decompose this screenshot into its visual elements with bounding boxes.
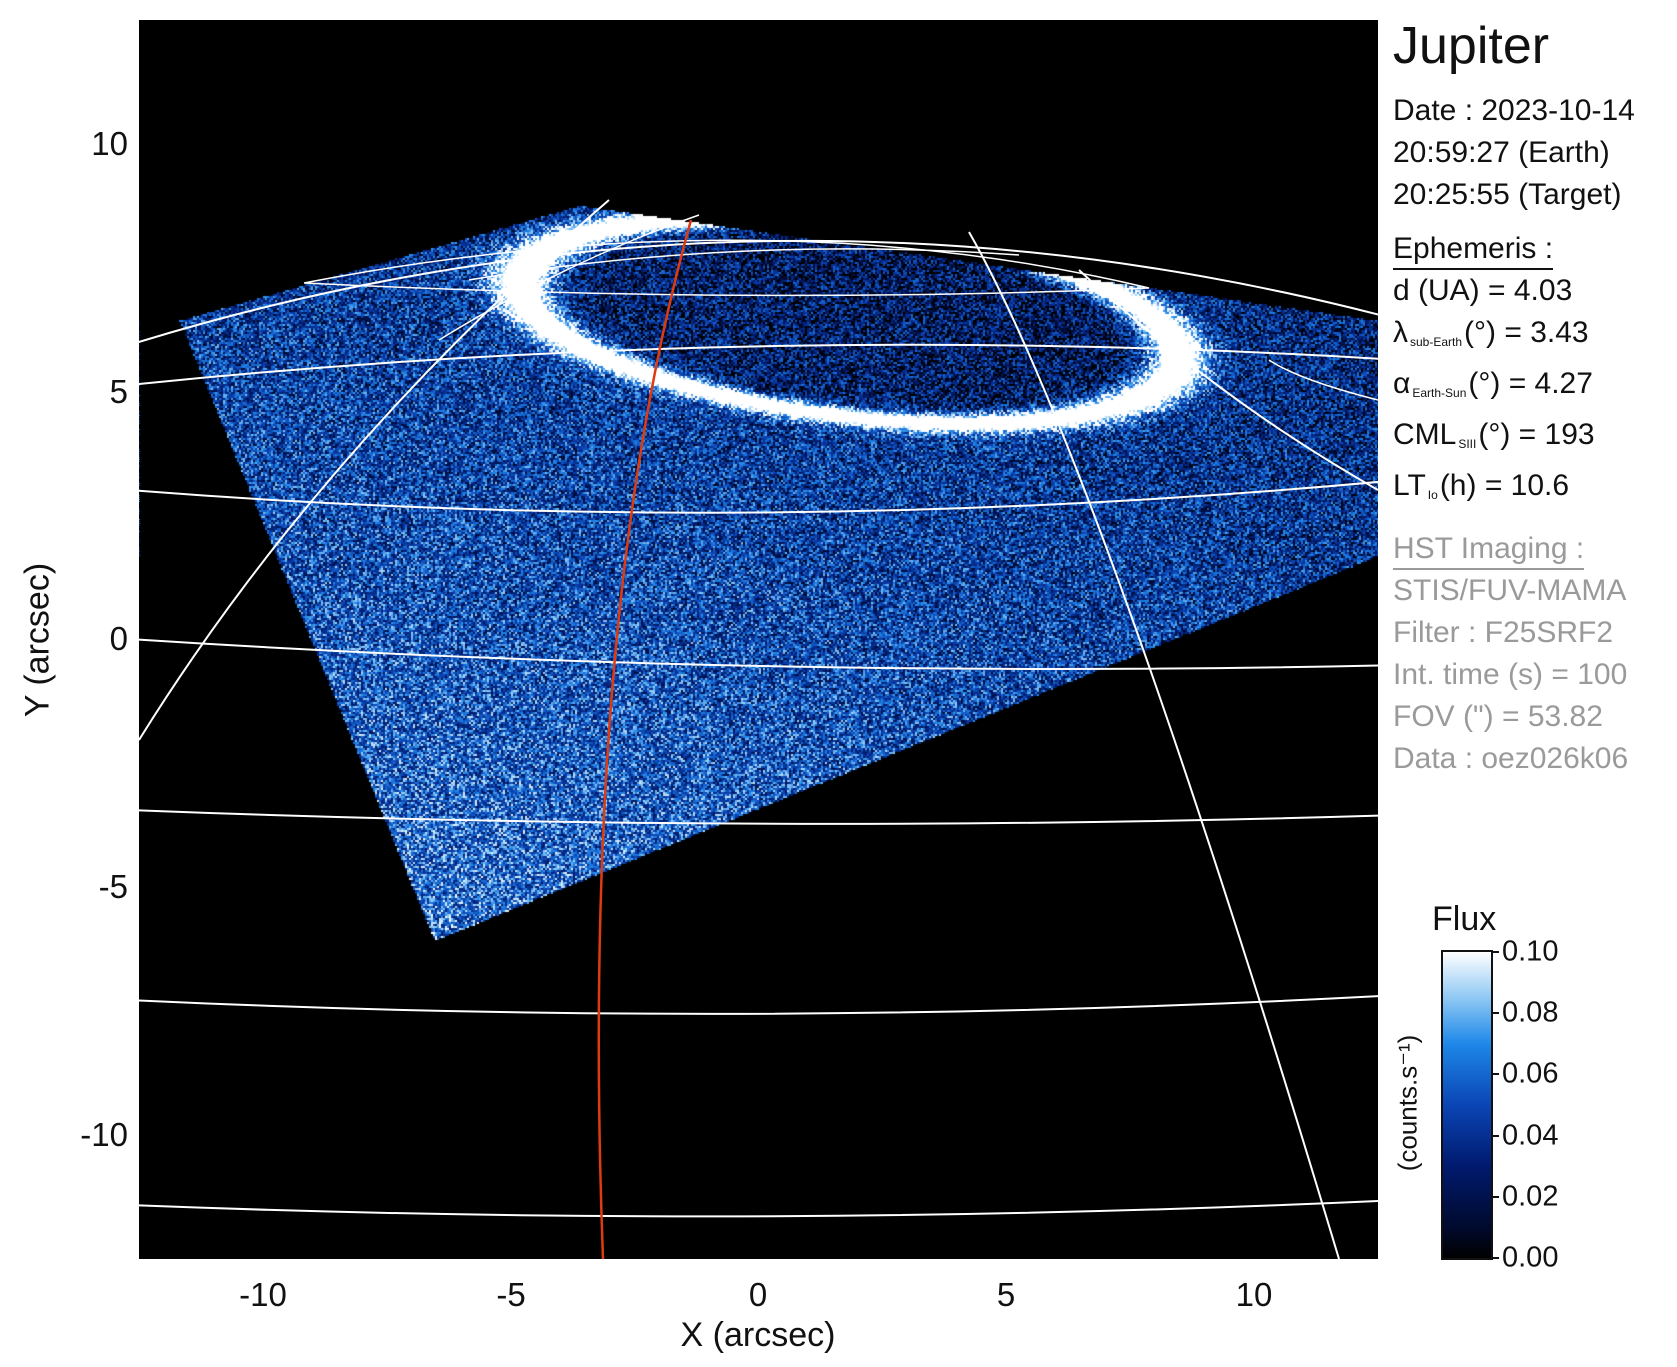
- latitude-line: [139, 638, 1378, 671]
- colorbar-tick-label: 0.08: [1502, 996, 1559, 1029]
- hst-integration-time: Int. time (s) = 100: [1393, 658, 1628, 691]
- colorbar-tick: [1491, 1012, 1499, 1015]
- colorbar-tick: [1491, 951, 1499, 953]
- colorbar-unit: (counts.s⁻¹): [1392, 1034, 1423, 1172]
- y-tick-label: 0: [109, 620, 128, 657]
- meridian-line: [139, 199, 610, 741]
- observation-date: Date : 2023-10-14: [1393, 94, 1635, 127]
- aurora-image-plot: [139, 20, 1378, 1259]
- latitude-line: [139, 343, 1378, 385]
- y-tick-label: 10: [91, 125, 128, 162]
- colorbar: [1441, 950, 1493, 1260]
- hst-filter: Filter : F25SRF2: [1393, 616, 1614, 649]
- colorbar-tick-label: 0.06: [1502, 1057, 1559, 1090]
- latitude-line: [139, 1199, 1378, 1218]
- y-tick-label: 5: [109, 373, 128, 410]
- ephemeris-phase-angle: α Earth-Sun(°) = 4.27: [1393, 367, 1593, 400]
- planet-title: Jupiter: [1393, 17, 1550, 75]
- hst-instrument: STIS/FUV-MAMA: [1393, 574, 1627, 607]
- meridian-line: [968, 231, 1340, 1259]
- latitude-line: [303, 239, 1150, 297]
- x-tick-label: -10: [239, 1276, 287, 1313]
- ephemeris-header: Ephemeris :: [1393, 230, 1554, 270]
- info-panel: Jupiter Date : 2023-10-14 20:59:27 (Eart…: [1393, 16, 1673, 780]
- colorbar-tick: [1491, 1195, 1499, 1198]
- colorbar-tick-label: 0.02: [1502, 1180, 1559, 1213]
- meridian-line: [1078, 269, 1378, 491]
- ephemeris-sub-earth-latitude: λ sub-Earth(°) = 3.43: [1393, 316, 1589, 349]
- observation-time-earth: 20:59:27 (Earth): [1393, 136, 1610, 169]
- ephemeris-cml: CML SIII(°) = 193: [1393, 418, 1595, 451]
- y-tick-label: -5: [98, 868, 128, 905]
- lat-lon-grid-overlay: [139, 199, 1378, 1259]
- x-tick-label: -5: [496, 1276, 526, 1313]
- y-tick-label: -10: [80, 1116, 128, 1153]
- meridian-line: [1268, 359, 1378, 401]
- colorbar-tick-label: 0.10: [1502, 935, 1559, 968]
- x-tick-label: 5: [996, 1276, 1016, 1313]
- x-tick-label: 0: [748, 1276, 768, 1313]
- colorbar-tick-label: 0.00: [1502, 1241, 1559, 1274]
- colorbar-tick-label: 0.04: [1502, 1119, 1559, 1152]
- ephemeris-local-time-io: LT Io(h) = 10.6: [1393, 469, 1570, 502]
- colorbar-tick: [1491, 1257, 1499, 1259]
- colorbar-tick: [1491, 1073, 1499, 1076]
- ephemeris-distance: d (UA) = 4.03: [1393, 274, 1573, 307]
- latitude-line: [139, 809, 1378, 825]
- aurora-flux-image: [139, 20, 1378, 1259]
- latitude-line: [468, 248, 1020, 281]
- latitude-line: [139, 480, 1378, 514]
- observation-time-target: 20:25:55 (Target): [1393, 178, 1622, 211]
- meridian-line: [438, 214, 700, 341]
- y-axis-label: Y (arcsec): [18, 562, 57, 718]
- latitude-line: [139, 995, 1378, 1015]
- hst-field-of-view: FOV (") = 53.82: [1393, 700, 1603, 733]
- colorbar-tick: [1491, 1134, 1499, 1137]
- hst-data-id: Data : oez026k06: [1393, 742, 1629, 775]
- highlighted-meridian-line: [597, 219, 693, 1259]
- colorbar-title: Flux: [1432, 900, 1497, 938]
- x-tick-label: 10: [1235, 1276, 1273, 1313]
- hst-header: HST Imaging :: [1393, 530, 1585, 570]
- limb-curve: [139, 239, 1378, 344]
- x-axis-label: X (arcsec): [680, 1316, 836, 1354]
